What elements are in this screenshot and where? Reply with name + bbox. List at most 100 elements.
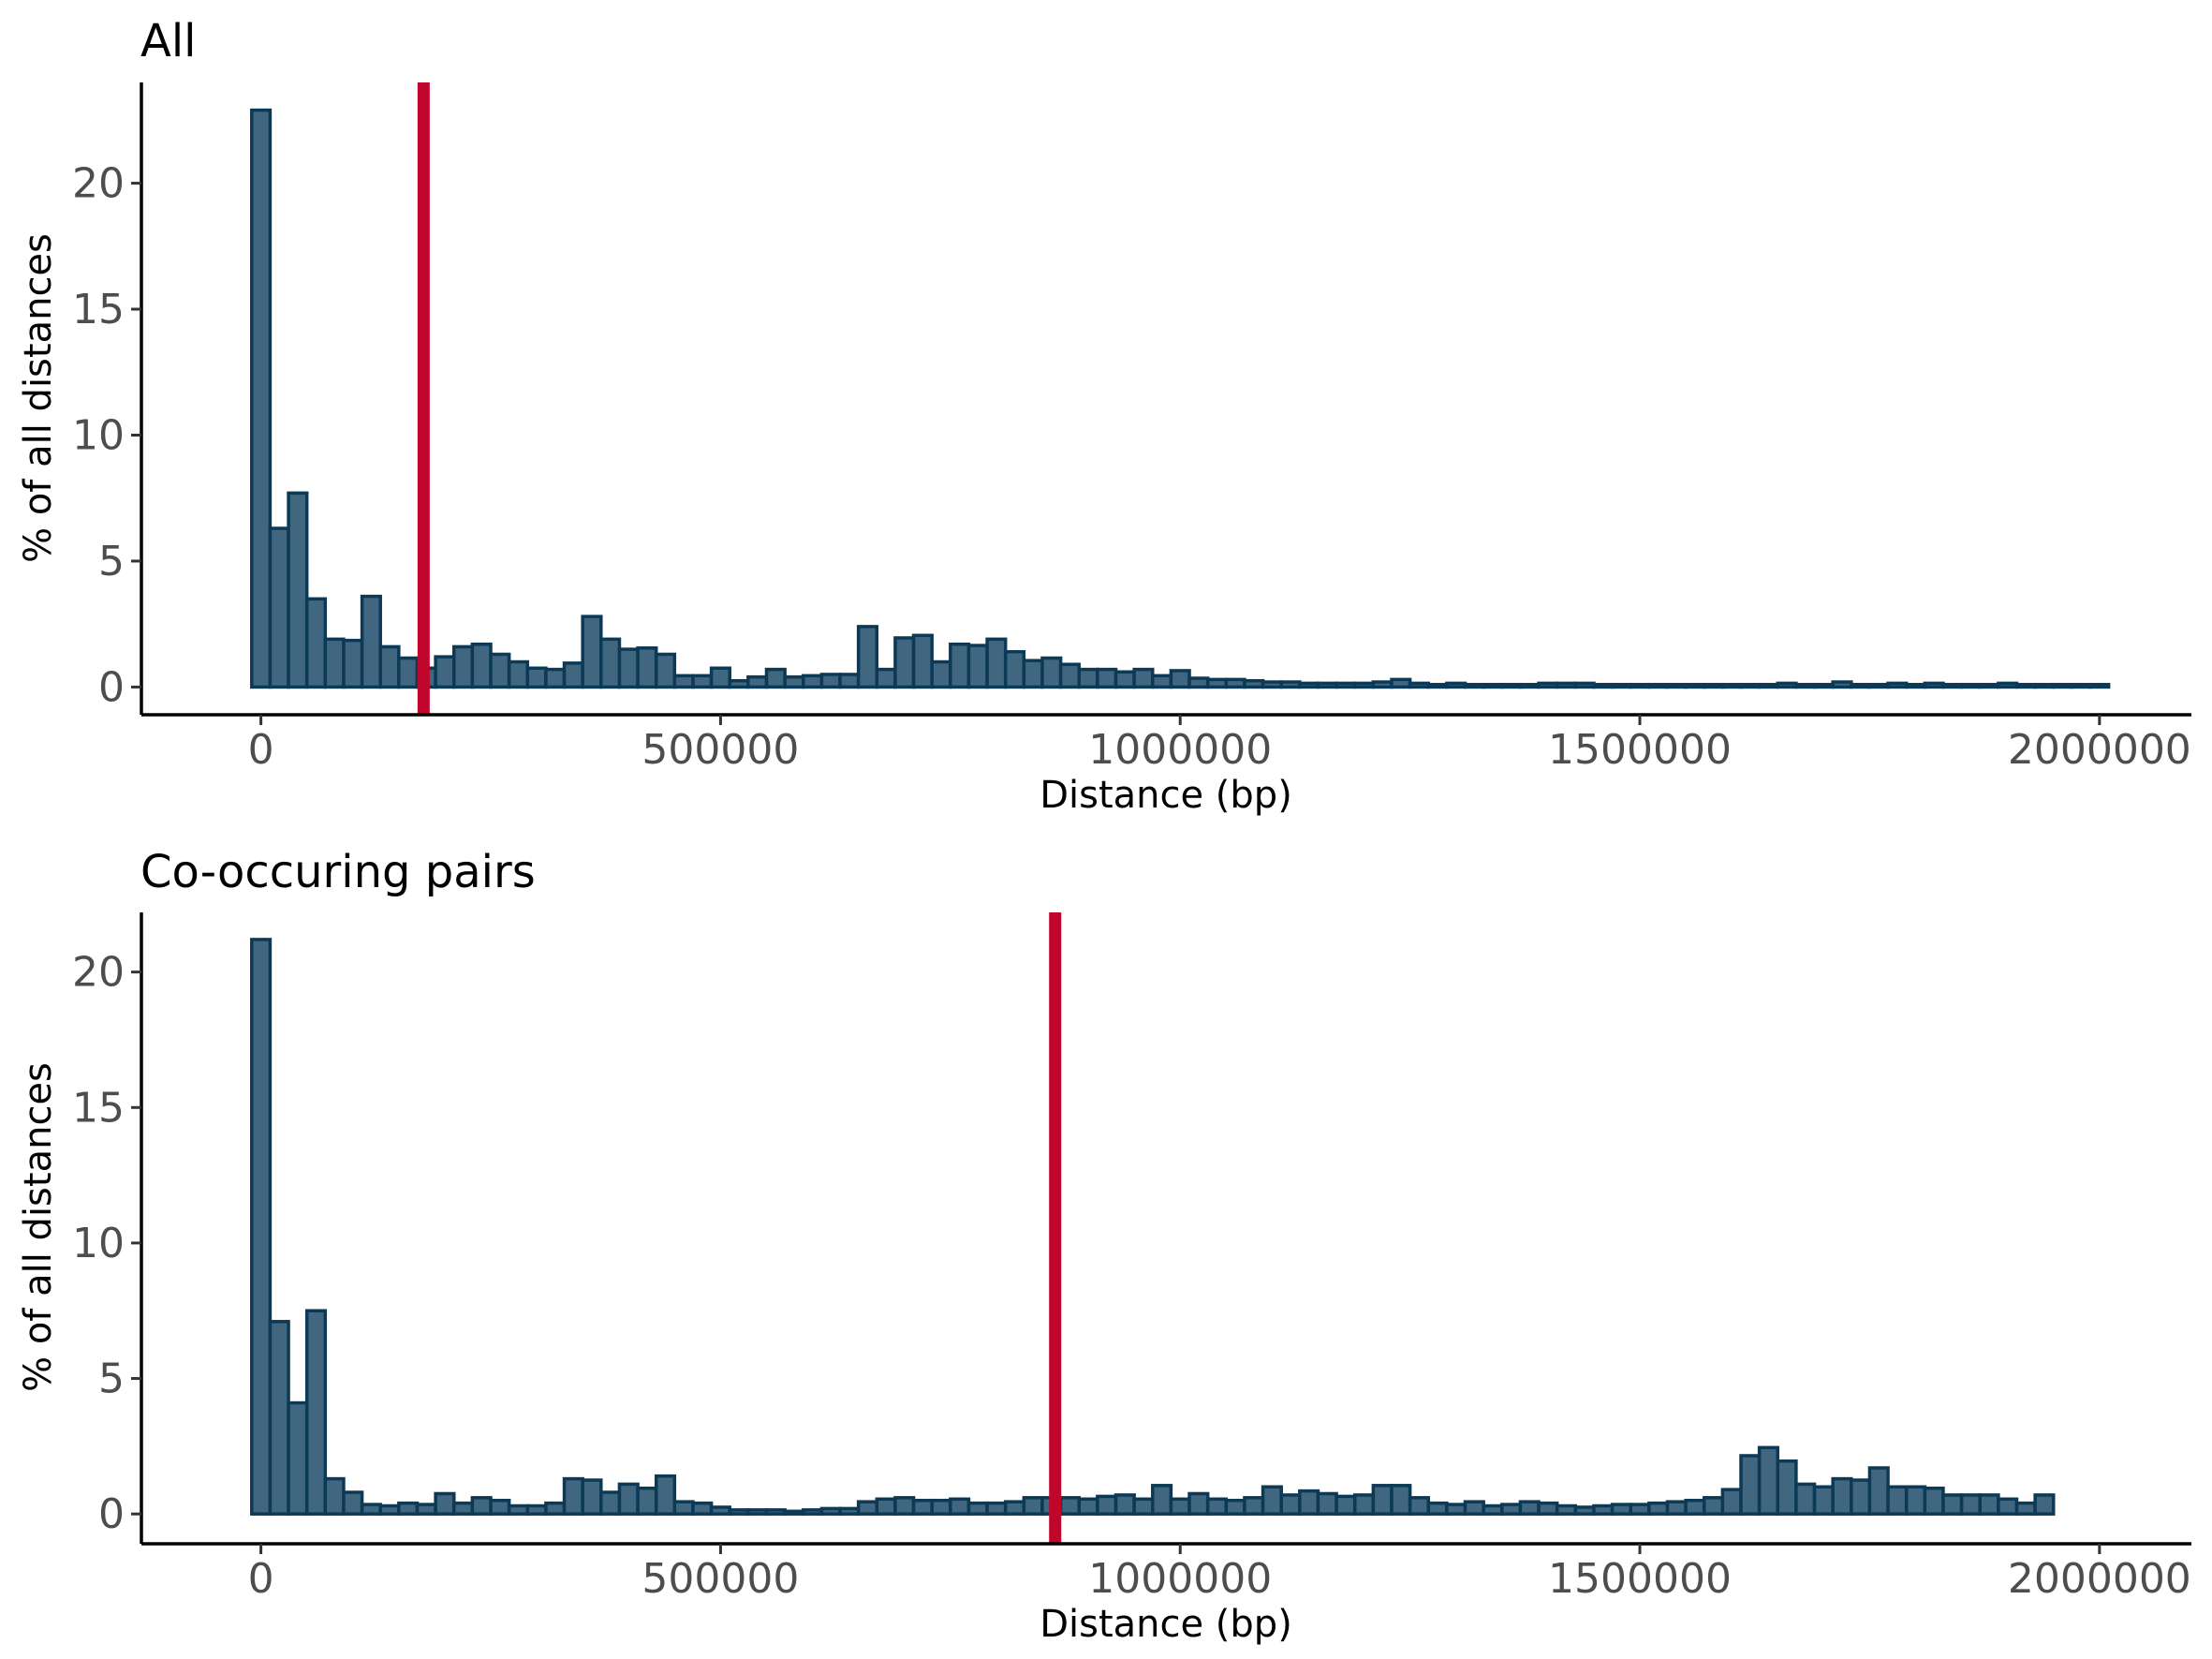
histogram-bar — [1629, 682, 1651, 689]
histogram-bar — [599, 637, 622, 689]
histogram-bar — [544, 1501, 567, 1516]
histogram-bar — [287, 1400, 309, 1516]
histogram-bar — [654, 652, 677, 689]
histogram-bar — [746, 674, 769, 689]
histogram-bar — [1923, 681, 1945, 689]
histogram-bar — [1776, 1459, 1798, 1516]
histogram-bar — [1003, 650, 1026, 689]
histogram-bar — [304, 597, 328, 689]
histogram-bar — [709, 666, 731, 689]
histogram-bar — [581, 1478, 603, 1516]
x-tick-label: 0 — [248, 726, 274, 774]
histogram-bar — [1352, 681, 1376, 689]
histogram-bar — [397, 656, 420, 689]
histogram-bar — [287, 491, 309, 689]
histogram-bar — [856, 1500, 879, 1516]
histogram-bar — [728, 678, 750, 689]
y-tick-label: 0 — [98, 663, 125, 711]
histogram-bar — [250, 938, 273, 1516]
histogram-bar — [911, 633, 934, 689]
histogram-bar — [268, 526, 290, 689]
histogram-bar — [654, 1474, 677, 1516]
histogram-bar — [1831, 1476, 1853, 1516]
histogram-bar — [930, 1498, 952, 1516]
histogram-bar — [691, 1501, 714, 1516]
histogram-bar — [397, 1501, 420, 1516]
histogram-bar — [1555, 1503, 1578, 1516]
histogram-bar — [1757, 682, 1780, 689]
histogram-bar — [1390, 677, 1412, 689]
panel-all: All 0 500000 1000000 1500000 2000000 0 5 10 15 2… — [17, 15, 2191, 817]
histogram-bar — [1702, 1496, 1725, 1516]
histogram-bar — [1647, 682, 1670, 689]
histogram-bar — [1243, 1496, 1265, 1516]
histogram-bar — [1482, 1503, 1504, 1516]
histogram-bar — [1279, 1493, 1302, 1516]
histogram-bar — [1739, 1454, 1762, 1516]
x-tick-label: 1000000 — [1088, 726, 1272, 774]
histogram-bar — [1408, 681, 1431, 689]
x-axis-title: Distance (bp) — [1040, 774, 1292, 817]
x-tick-label: 2000000 — [2008, 1555, 2191, 1603]
histogram-bar — [1500, 682, 1523, 689]
histogram-bar — [1959, 1493, 1982, 1516]
y-ticks-layer: 0 5 10 15 20 — [72, 949, 141, 1538]
histogram-bar — [1647, 1501, 1670, 1516]
histogram-bar — [1482, 682, 1504, 689]
histogram-bar — [1224, 677, 1246, 689]
histogram-bar — [452, 1501, 475, 1516]
histogram-bar — [1518, 1500, 1541, 1516]
histogram-bar — [470, 642, 493, 689]
x-ticks-layer: 0 500000 1000000 1500000 2000000 — [248, 715, 2191, 774]
histogram-bar — [819, 673, 842, 689]
histogram-bar — [1904, 682, 1927, 689]
histogram-bar — [1978, 1493, 2000, 1516]
histogram-bar — [1426, 1501, 1449, 1516]
histogram-bar — [1113, 1493, 1136, 1516]
histogram-bar — [342, 1490, 364, 1516]
histogram-bar — [1537, 681, 1559, 689]
histogram-bar — [1812, 682, 1835, 689]
histogram-bar — [268, 1320, 290, 1516]
y-tick-label: 15 — [72, 286, 125, 333]
histogram-bar — [1941, 1493, 1964, 1516]
histogram-bar — [1702, 682, 1725, 689]
histogram-bar — [360, 1503, 382, 1516]
histogram-bar — [1132, 1497, 1155, 1516]
histogram-bar — [1720, 1488, 1743, 1516]
histogram-bar — [1555, 681, 1578, 689]
histogram-bar — [1003, 1500, 1026, 1516]
histogram-bar — [949, 1497, 971, 1516]
histogram-bar — [1610, 682, 1632, 689]
histogram-bar — [378, 644, 401, 689]
histogram-bar — [1812, 1485, 1835, 1516]
histogram-bar — [1959, 682, 1982, 689]
histogram-bar — [434, 655, 456, 689]
histogram-bar — [1997, 1497, 2019, 1516]
histogram-bar — [911, 1498, 934, 1516]
histogram-bar — [1850, 1478, 1872, 1516]
histogram-bar — [1335, 681, 1357, 689]
histogram-bar — [1169, 1497, 1191, 1516]
histogram-bar — [1592, 682, 1615, 689]
histogram-bar — [525, 1503, 548, 1516]
y-axis-title: % of all distances — [17, 1062, 60, 1392]
histogram-bar — [819, 1506, 842, 1516]
histogram-bar — [1096, 1494, 1118, 1516]
histogram-bar — [802, 674, 824, 689]
histogram-bar — [949, 642, 971, 689]
histogram-bar — [1684, 682, 1706, 689]
histogram-bar — [1720, 682, 1743, 689]
histogram-bar — [691, 674, 714, 689]
y-tick-label: 0 — [98, 1490, 125, 1538]
histogram-bar — [1261, 680, 1283, 689]
histogram-bar — [617, 1482, 640, 1516]
histogram-bar — [1978, 682, 2000, 689]
histogram-bar — [1169, 669, 1191, 689]
histogram-bar — [856, 625, 879, 689]
histogram-bar — [1151, 1484, 1173, 1516]
histogram-bar — [1371, 680, 1394, 689]
histogram-bar — [636, 645, 658, 689]
histogram-bar — [2070, 682, 2092, 689]
histogram-bar — [2052, 682, 2074, 689]
